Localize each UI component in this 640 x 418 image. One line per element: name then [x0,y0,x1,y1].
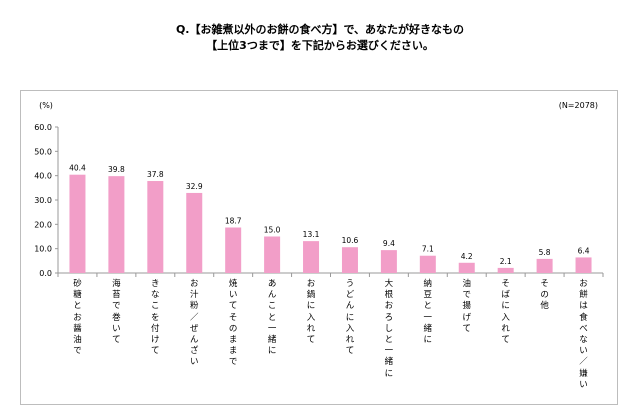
bar [264,236,281,273]
bar [419,255,436,273]
data-label: 4.2 [461,252,473,261]
y-tick-label: 60.0 [34,123,52,132]
bar [341,247,358,273]
x-tick-label: 焼いてそのままで [228,279,238,368]
x-tick-label: 大根おろしと一緒に [384,279,394,379]
bar [225,227,242,273]
data-label: 9.4 [383,239,395,248]
bar [575,257,592,273]
data-label: 40.4 [69,164,86,173]
data-label: 2.1 [500,257,512,266]
y-tick-label: 20.0 [34,220,52,229]
question-line-2: 【上位3つまで】を下記からお選びください。 [206,39,434,52]
data-label: 37.8 [147,170,164,179]
x-tick-label: 油で揚げて [462,279,471,334]
x-tick-label: 海苔で巻いて [112,279,121,346]
x-tick-label: その他 [540,279,549,312]
x-tick-label: お汁粉／ぜんざい [189,279,199,368]
bar [108,176,125,273]
data-label: 6.4 [578,246,590,255]
data-label: 10.6 [342,236,359,245]
x-tick-label: 納豆と一緒に [423,279,433,346]
x-tick-label: お鍋に入れて [306,279,316,346]
data-label: 18.7 [225,216,242,225]
sample-size-note: (N=2078) [559,101,598,110]
bar [303,241,320,273]
data-label: 13.1 [303,230,320,239]
y-tick-label: 40.0 [34,172,52,181]
x-tick-label: あんこと一緒に [267,279,277,357]
data-label: 7.1 [422,245,434,254]
y-tick-label: 10.0 [34,245,52,254]
x-tick-label: お餅は食べない／嫌い [579,279,588,390]
data-label: 5.8 [539,248,551,257]
bar [147,181,164,273]
question-text: Q.【お雑煮以外のお餅の食べ方】で、あなたが好きなもの 【上位3つまで】を下記か… [0,22,640,54]
data-label: 39.8 [108,165,125,174]
bar [186,192,203,273]
y-axis-label: (%) [39,101,53,110]
bar [497,267,514,273]
y-tick-label: 30.0 [34,196,52,205]
x-tick-label: うどんに入れて [345,279,355,357]
bar [69,174,86,273]
x-tick-label: 砂糖とお醤油で [73,279,82,357]
x-tick-label: きなこを付けて [151,279,160,357]
bar [458,262,475,273]
y-tick-label: 0.0 [39,269,52,278]
bar [380,250,397,273]
data-label: 32.9 [186,182,203,191]
chart-frame [20,90,618,405]
question-line-1: Q.【お雑煮以外のお餅の食べ方】で、あなたが好きなもの [175,23,465,36]
bar [536,258,553,273]
y-tick-label: 50.0 [34,147,52,156]
data-label: 15.0 [264,226,281,235]
x-tick-label: そばに入れて [501,279,510,346]
